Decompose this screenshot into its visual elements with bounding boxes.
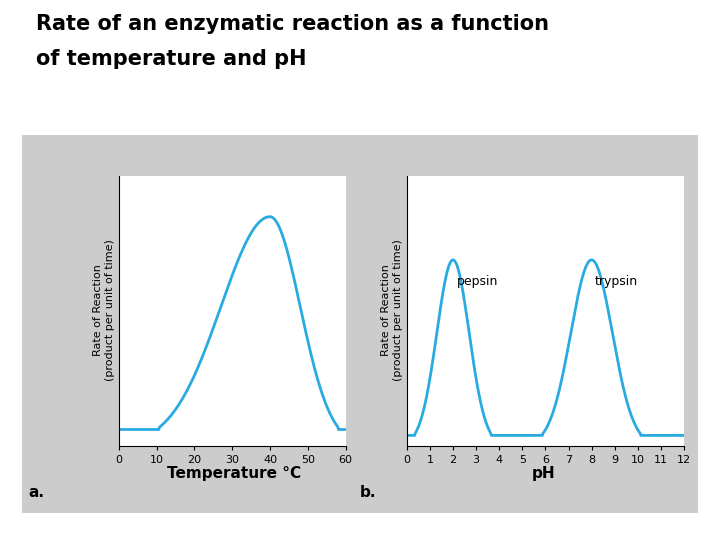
Text: trypsin: trypsin xyxy=(595,275,638,288)
Text: Rate of an enzymatic reaction as a function: Rate of an enzymatic reaction as a funct… xyxy=(36,14,549,33)
Text: of temperature and pH: of temperature and pH xyxy=(36,49,307,69)
Y-axis label: Rate of Reaction
(product per unit of time): Rate of Reaction (product per unit of ti… xyxy=(93,240,114,381)
Text: pepsin: pepsin xyxy=(456,275,498,288)
Text: pH: pH xyxy=(532,466,555,481)
Text: a.: a. xyxy=(29,485,45,500)
Text: b.: b. xyxy=(360,485,377,500)
Text: Temperature °C: Temperature °C xyxy=(167,466,301,481)
Y-axis label: Rate of Reaction
(product per unit of time): Rate of Reaction (product per unit of ti… xyxy=(381,240,402,381)
